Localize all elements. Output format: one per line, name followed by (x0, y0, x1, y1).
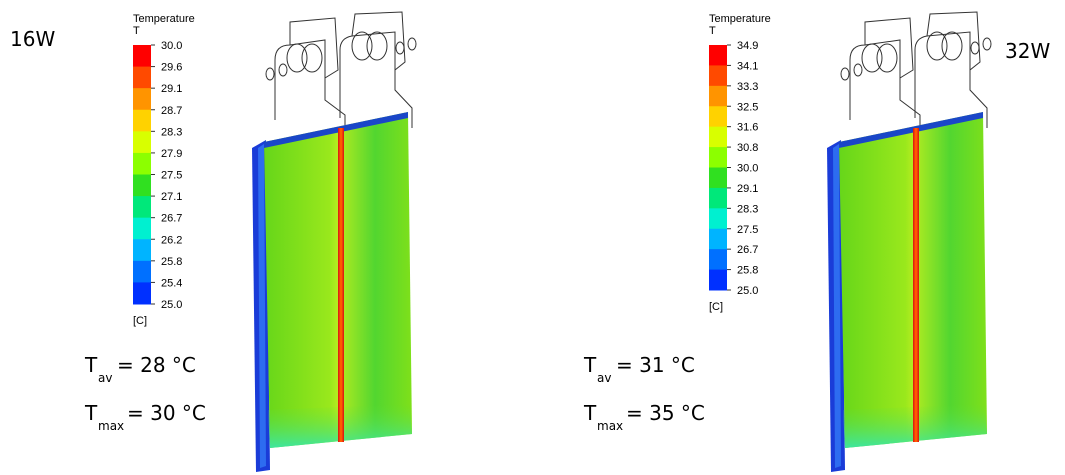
colorbar-band (133, 218, 151, 240)
colorbar-band (709, 65, 727, 86)
colorbar-band (133, 110, 151, 132)
colorbar-label: 26.7 (161, 213, 182, 225)
colorbar-label: 28.3 (737, 203, 758, 215)
colorbar-label: 30.0 (737, 163, 758, 175)
legend-symbol: T (133, 25, 140, 37)
colorbar-band (133, 88, 151, 110)
legend-unit: [C] (709, 301, 723, 313)
colorbar-label: 28.7 (161, 105, 182, 117)
colorbar-label: 25.0 (737, 285, 758, 297)
temp-value: = 28 °C (117, 353, 196, 377)
colorbar-label: 25.8 (161, 256, 182, 268)
colorbar-label: 31.6 (737, 122, 758, 134)
legend-unit: [C] (133, 315, 147, 327)
battery-cell (827, 12, 991, 472)
colorbar-band (709, 45, 727, 66)
colorbar-band (133, 196, 151, 218)
colorbar-band (133, 175, 151, 197)
temp-value: = 30 °C (127, 401, 206, 425)
battery-cell (252, 12, 416, 472)
colorbar-label: 26.2 (161, 234, 182, 246)
colorbar-band (133, 239, 151, 261)
colorbar-label: 32.5 (737, 101, 758, 113)
temp-value: = 35 °C (626, 401, 705, 425)
colorbar-label: 29.1 (161, 83, 182, 95)
colorbar-label: 25.8 (737, 265, 758, 277)
colorbar-label: 29.1 (737, 183, 758, 195)
colorbar-label: 25.0 (161, 299, 182, 311)
colorbar-band (709, 249, 727, 270)
colorbar-band (133, 67, 151, 89)
colorbar-band (133, 153, 151, 175)
colorbar-band (133, 45, 151, 67)
legend-title: Temperature (709, 13, 771, 25)
temp-subscript: av (597, 371, 611, 385)
colorbar-band (709, 86, 727, 107)
colorbar-band (709, 106, 727, 127)
colorbar-label: 25.4 (161, 277, 182, 289)
colorbar-label: 34.9 (737, 40, 758, 52)
colorbar-band (133, 282, 151, 304)
colorbar-label: 34.1 (737, 60, 758, 72)
colorbar-label: 30.0 (161, 40, 182, 52)
colorbar-label: 30.8 (737, 142, 758, 154)
figure: 16WTemperatureT30.029.629.128.728.327.92… (0, 0, 1065, 475)
temp-symbol: T (84, 401, 98, 425)
colorbar-label: 33.3 (737, 81, 758, 93)
colorbar-band (709, 127, 727, 148)
colorbar-label: 27.5 (737, 224, 758, 236)
temp-symbol: T (583, 353, 597, 377)
colorbar-label: 27.9 (161, 148, 182, 160)
temp-subscript: max (98, 419, 124, 433)
colorbar-band (709, 147, 727, 168)
colorbar-band (709, 168, 727, 189)
colorbar-label: 29.6 (161, 62, 182, 74)
temp-symbol: T (583, 401, 597, 425)
colorbar-label: 26.7 (737, 244, 758, 256)
temp-subscript: av (98, 371, 112, 385)
power-label: 32W (1005, 39, 1050, 63)
colorbar-label: 27.5 (161, 170, 182, 182)
colorbar-band (709, 270, 727, 291)
colorbar-label: 28.3 (161, 126, 182, 138)
colorbar-band (709, 229, 727, 250)
legend-symbol: T (709, 25, 716, 37)
colorbar-band (133, 131, 151, 153)
temp-subscript: max (597, 419, 623, 433)
colorbar-band (709, 188, 727, 209)
colorbar-band (709, 208, 727, 229)
temp-value: = 31 °C (616, 353, 695, 377)
colorbar-band (133, 261, 151, 283)
power-label: 16W (10, 27, 55, 51)
colorbar-label: 27.1 (161, 191, 182, 203)
temp-symbol: T (84, 353, 98, 377)
legend-title: Temperature (133, 13, 195, 25)
